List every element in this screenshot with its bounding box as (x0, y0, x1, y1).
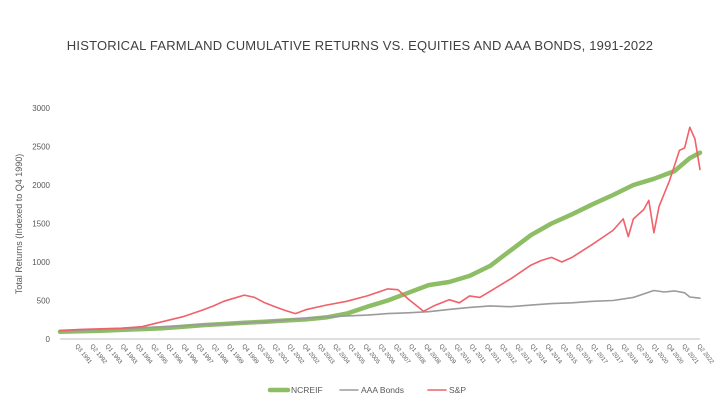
legend-label: NCREIF (291, 385, 323, 395)
legend-label: AAA Bonds (361, 385, 404, 395)
legend-item: AAA Bonds (339, 385, 404, 395)
legend: NCREIF AAA Bonds S&P (267, 385, 466, 395)
y-tick-label: 1000 (32, 258, 50, 267)
y-tick-label: 0 (46, 335, 51, 344)
y-tick-label: 1500 (32, 220, 50, 229)
chart-title: HISTORICAL FARMLAND CUMULATIVE RETURNS V… (66, 38, 654, 53)
series-layer (57, 126, 703, 334)
y-tick-label: 2500 (32, 143, 50, 152)
y-tick-label: 3000 (32, 104, 50, 113)
legend-item: S&P (427, 385, 466, 395)
x-tick-label: Q2 2022 (695, 344, 714, 366)
series-line-s-p (59, 126, 701, 332)
y-axis-label: Total Returns (Indexed to Q4 1990) (14, 154, 24, 295)
legend-label: S&P (449, 385, 466, 395)
series-line-aaa-bonds (59, 289, 701, 333)
y-tick-label: 500 (37, 297, 51, 306)
legend-item: NCREIF (267, 385, 323, 395)
y-tick-label: 2000 (32, 181, 50, 190)
series-line-ncreif (57, 150, 703, 334)
